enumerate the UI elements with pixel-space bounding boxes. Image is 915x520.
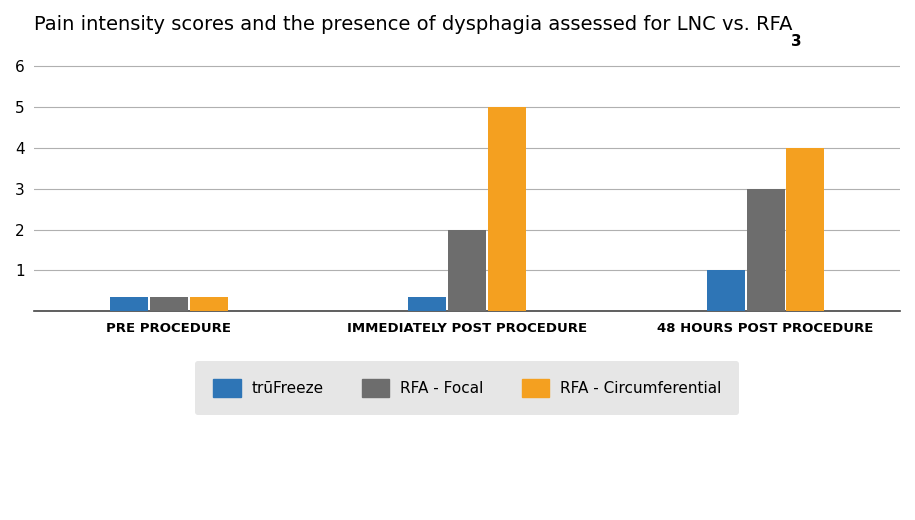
Text: 3: 3 (791, 34, 802, 49)
Bar (448, 229, 486, 311)
Bar (747, 189, 784, 311)
Bar (787, 148, 824, 311)
Bar (150, 297, 188, 311)
Bar (110, 297, 148, 311)
Bar (408, 297, 447, 311)
Text: Pain intensity scores and the presence of dysphagia assessed for LNC vs. RFA: Pain intensity scores and the presence o… (35, 15, 805, 34)
Bar (189, 297, 228, 311)
Bar (488, 107, 526, 311)
Legend: trūFreeze, RFA - Focal, RFA - Circumferential: trūFreeze, RFA - Focal, RFA - Circumfere… (195, 361, 739, 415)
Bar (706, 270, 745, 311)
